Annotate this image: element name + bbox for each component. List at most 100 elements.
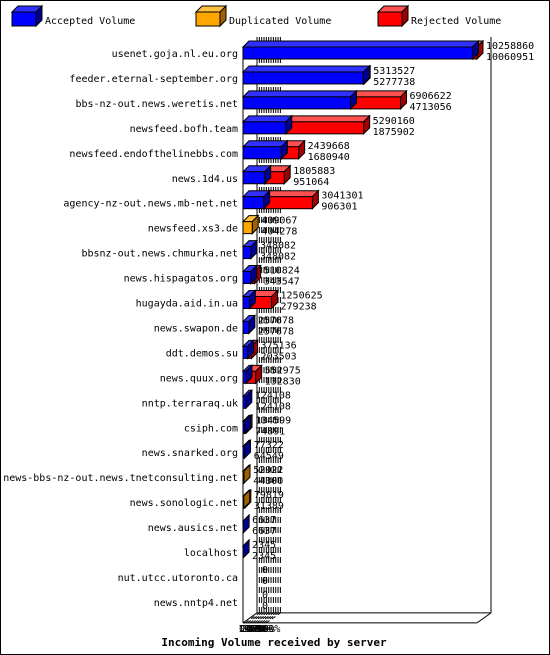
data-label-accepted: 0: [262, 601, 268, 612]
data-label-accepted: 257678: [258, 326, 294, 337]
bar-accepted-front: [242, 296, 250, 309]
bar-accepted-side: [242, 538, 250, 560]
data-label-accepted: 74891: [255, 426, 285, 437]
bar-duplicated: [241, 214, 260, 235]
bar-rejected: [248, 289, 279, 310]
data-label-accepted: 1680940: [308, 152, 350, 163]
data-label-total: 124108: [255, 390, 291, 401]
data-label-total: 6906622: [410, 91, 452, 102]
tick-label: 70%: [252, 624, 270, 635]
data-label-total: 3041301: [321, 191, 363, 202]
tick-label: 20%: [241, 624, 259, 635]
data-label-accepted: 31389: [254, 501, 284, 512]
tick-label: 90%: [257, 624, 275, 635]
category-label: feeder.eternal-september.org: [69, 74, 238, 85]
category-label: news.hispagatos.org: [124, 274, 238, 285]
legend-swatch-accepted-front: [11, 11, 37, 27]
bar-duplicated-side: [243, 488, 251, 510]
data-label-total: 348082: [260, 241, 296, 252]
category-label: csiph.com: [184, 423, 238, 434]
data-label-accepted: 2345: [252, 551, 276, 562]
bar-accepted: [241, 189, 271, 210]
bar-accepted: [241, 114, 293, 136]
data-label-total: 5290160: [373, 116, 415, 127]
data-label-total: 52922: [253, 465, 283, 476]
bar-accepted-top: [241, 90, 358, 98]
data-label-total: 0: [262, 590, 268, 601]
bar-rejected-front: [350, 96, 402, 110]
data-label-total: 2345: [252, 540, 276, 551]
bar-accepted-front: [242, 121, 287, 135]
bar-rejected-top: [349, 90, 408, 98]
bar-rejected-front: [285, 121, 365, 135]
bar-rejected: [262, 189, 320, 210]
bar-accepted: [241, 39, 480, 61]
category-label: news.nntp4.net: [154, 598, 238, 609]
data-label-accepted: 343547: [264, 277, 300, 288]
bar-accepted-front: [242, 246, 252, 260]
floor-gridline: [256, 612, 272, 624]
category-label: newsfeed.bofh.team: [130, 124, 238, 135]
bar-accepted-front: [242, 196, 265, 210]
bar-duplicated-front: [242, 470, 245, 484]
legend-swatch-duplicated-front: [195, 11, 221, 27]
bar-accepted: [241, 438, 252, 460]
floor-gridline: [259, 612, 274, 624]
bar-accepted: [241, 513, 251, 535]
data-label-total: 2439668: [308, 141, 350, 152]
chart-title: Incoming Volume received by server: [161, 636, 387, 649]
bar-rejected-front: [263, 196, 313, 210]
tick-label: 0%: [239, 624, 251, 635]
floor-gridline: [249, 612, 265, 624]
legend-label-rejected: Rejected Volume: [411, 16, 501, 27]
legend-swatch-rejected-front: [377, 11, 403, 27]
bar-duplicated-side: [243, 463, 251, 485]
data-label-accepted: 0: [262, 576, 268, 587]
bar-accepted: [241, 364, 254, 385]
category-label: news.snarked.org: [142, 448, 238, 459]
bar-accepted-front: [242, 96, 352, 110]
bar-accepted-front: [242, 71, 364, 85]
data-label-total: 409067: [261, 216, 297, 227]
floor-edge-right: [476, 612, 492, 624]
category-label: hugayda.aid.in.ua: [136, 299, 238, 310]
bar-accepted: [241, 314, 257, 335]
tick-label: 30%: [243, 624, 261, 635]
floor-gridline: [266, 612, 281, 624]
bar-rejected: [284, 114, 371, 136]
category-label: ddt.demos.su: [166, 348, 238, 359]
category-label: news.1d4.us: [172, 174, 238, 185]
floor-gridline: [245, 612, 260, 624]
category-label: usenet.goja.nl.eu.org: [112, 49, 238, 60]
bar-accepted-front: [242, 320, 250, 334]
data-label-accepted: 1875902: [373, 127, 415, 138]
bar-rejected-top: [262, 190, 320, 198]
data-label-total: 5313527: [373, 66, 415, 77]
legend-label-accepted: Accepted Volume: [45, 16, 135, 27]
floor-gridline: [247, 612, 262, 624]
bar-rejected: [349, 89, 408, 111]
data-label-accepted: 404278: [261, 227, 297, 238]
data-label-total: 6637: [252, 515, 276, 526]
bar-accepted-front: [242, 445, 245, 459]
category-label: localhost: [184, 548, 238, 559]
category-label: agency-nz-out.news.mb-net.net: [63, 199, 238, 210]
data-label-accepted: 348082: [260, 252, 296, 263]
data-label-total: 375136: [261, 340, 297, 351]
bar-accepted-top: [241, 115, 293, 123]
bar-accepted: [241, 414, 252, 435]
data-label-total: 79819: [254, 490, 284, 501]
bar-accepted-top: [241, 140, 289, 148]
bar-accepted: [241, 239, 259, 260]
category-label: newsfeed.xs3.de: [148, 224, 238, 235]
category-label: newsfeed.endofthelinebbs.com: [69, 149, 238, 160]
bar-accepted-front: [242, 345, 249, 359]
bar-accepted: [241, 389, 254, 410]
bar-accepted-front: [242, 46, 473, 60]
bar-duplicated: [241, 463, 252, 485]
data-label-total: 10258860: [486, 41, 534, 52]
tick-label: 60%: [250, 624, 268, 635]
category-label: news.ausics.net: [148, 523, 238, 534]
bar-rejected: [280, 139, 306, 161]
data-label-total: 552975: [265, 365, 301, 376]
